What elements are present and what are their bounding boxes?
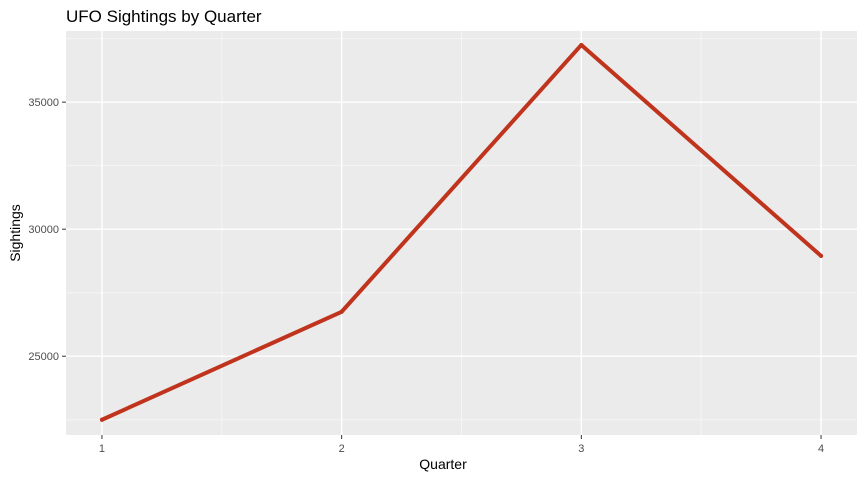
y-tick-label: 30000 (28, 224, 59, 236)
x-tick-label: 4 (818, 443, 824, 455)
data-point (579, 42, 584, 47)
chart-title: UFO Sightings by Quarter (66, 7, 262, 26)
x-tick-label: 3 (578, 443, 584, 455)
data-point (339, 309, 344, 314)
data-point (99, 417, 104, 422)
y-axis-title: Sightings (7, 204, 23, 262)
series-line-0 (99, 42, 824, 422)
y-axis: 25000 30000 35000 (28, 97, 66, 363)
x-tick-label: 1 (99, 443, 105, 455)
y-tick-label: 25000 (28, 351, 59, 363)
y-tick-label: 35000 (28, 97, 59, 109)
major-gridlines (66, 31, 857, 435)
series-layer (99, 42, 824, 422)
data-point (819, 253, 824, 258)
minor-gridlines (66, 31, 857, 435)
x-axis: 1 2 3 4 (99, 435, 824, 455)
x-axis-title: Quarter (419, 456, 467, 472)
x-tick-label: 2 (339, 443, 345, 455)
